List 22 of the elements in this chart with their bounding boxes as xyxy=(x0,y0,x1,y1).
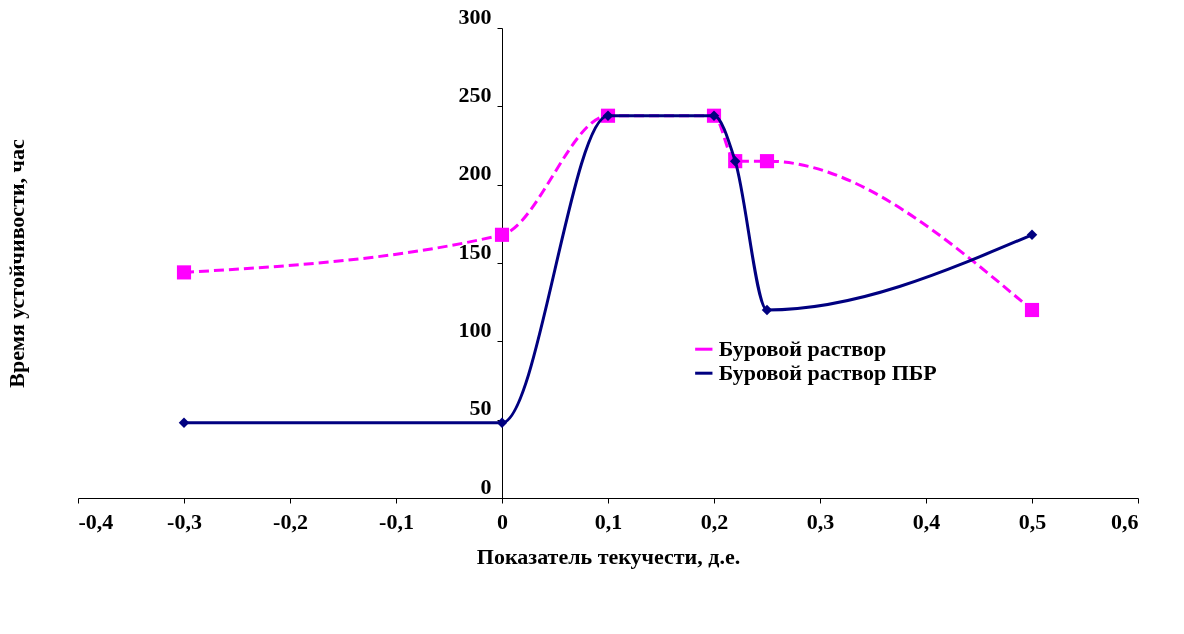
y-tick-label: 250 xyxy=(458,81,492,107)
x-tick-label: 0,2 xyxy=(700,508,729,534)
x-tick-label: -0,2 xyxy=(273,508,308,534)
x-tick-label: 0,3 xyxy=(806,508,835,534)
legend-label: Буровой раствор xyxy=(718,336,887,362)
x-axis-title: Показатель текучести, д.е. xyxy=(476,543,741,569)
y-axis-title: Время устойчивости, час xyxy=(3,138,29,388)
y-tick-label: 100 xyxy=(458,316,492,342)
y-tick-label: 50 xyxy=(469,395,492,421)
legend-label: Буровой раствор ПБР xyxy=(718,360,937,386)
y-tick-label: 150 xyxy=(458,238,492,264)
y-tick-label: 200 xyxy=(458,160,492,186)
x-tick-label: 0,1 xyxy=(594,508,623,534)
y-tick-label: 0 xyxy=(480,473,492,499)
x-tick-label: 0,4 xyxy=(912,508,941,534)
y-tick-label: 300 xyxy=(458,3,492,29)
x-tick-label: -0,1 xyxy=(379,508,414,534)
x-tick-label: 0,6 xyxy=(1111,508,1139,534)
x-tick-label: -0,4 xyxy=(78,508,114,534)
x-tick-label: -0,3 xyxy=(167,508,202,534)
x-tick-label: 0,5 xyxy=(1018,508,1047,534)
x-tick-label: 0 xyxy=(497,508,508,534)
